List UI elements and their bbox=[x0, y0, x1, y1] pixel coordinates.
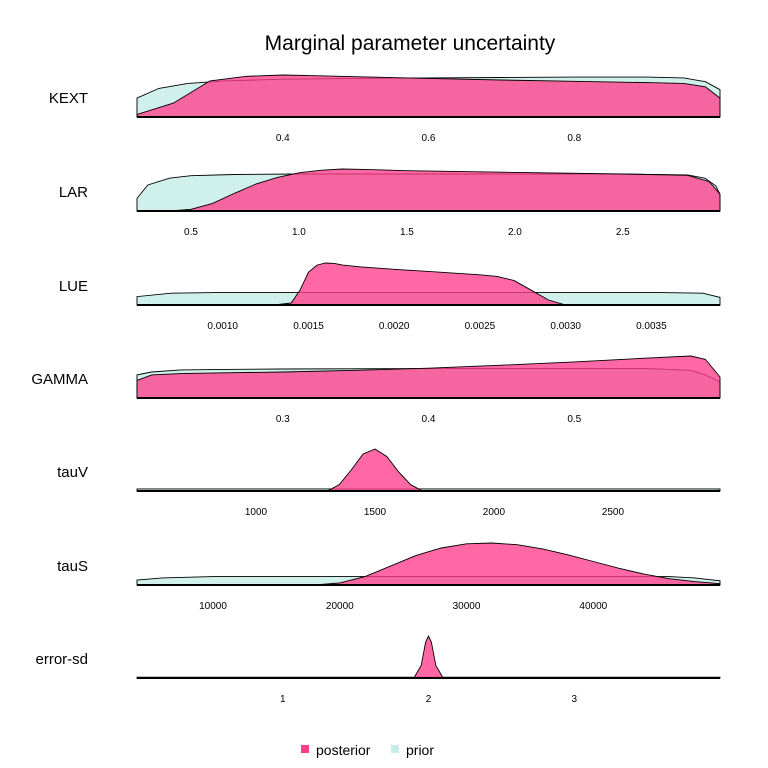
tick-label-lue: 0.0015 bbox=[293, 321, 324, 332]
tick-label-error-sd: 2 bbox=[426, 694, 432, 705]
legend-label-prior: prior bbox=[406, 742, 434, 758]
panel-tauv: 1000 1500 2000 2500 tauV bbox=[57, 448, 721, 518]
posterior-density-lar bbox=[137, 168, 721, 212]
posterior-density-taus bbox=[137, 542, 721, 586]
tick-label-tauv: 1000 bbox=[245, 507, 268, 518]
posterior-density-kext bbox=[136, 74, 721, 118]
tick-label-lue: 0.0030 bbox=[550, 321, 581, 332]
parameter-label-gamma: GAMMA bbox=[31, 371, 88, 388]
tick-label-lar: 1.0 bbox=[292, 227, 306, 238]
panel-gamma: 0.3 0.4 0.5 GAMMA bbox=[31, 355, 721, 425]
tick-label-tauv: 2500 bbox=[602, 507, 625, 518]
parameter-label-taus: tauS bbox=[57, 558, 88, 575]
parameter-label-lue: LUE bbox=[59, 278, 88, 295]
tick-label-taus: 40000 bbox=[579, 601, 607, 612]
tick-label-lar: 2.0 bbox=[508, 227, 522, 238]
tick-label-tauv: 2000 bbox=[483, 507, 506, 518]
legend-swatch-posterior bbox=[301, 745, 309, 753]
parameter-label-kext: KEXT bbox=[49, 90, 88, 107]
legend: posterior prior bbox=[301, 742, 434, 758]
parameter-label-tauv: tauV bbox=[57, 464, 88, 481]
tick-label-lue: 0.0010 bbox=[207, 321, 238, 332]
tick-label-gamma: 0.5 bbox=[567, 414, 581, 425]
tick-label-error-sd: 1 bbox=[280, 694, 286, 705]
legend-label-posterior: posterior bbox=[316, 742, 371, 758]
posterior-density-lue bbox=[137, 262, 720, 306]
tick-label-kext: 0.4 bbox=[276, 133, 290, 144]
tick-label-lue: 0.0025 bbox=[465, 321, 496, 332]
tick-label-lue: 0.0035 bbox=[636, 321, 667, 332]
tick-label-kext: 0.8 bbox=[567, 133, 581, 144]
tick-label-lar: 1.5 bbox=[400, 227, 414, 238]
tick-label-lue: 0.0020 bbox=[379, 321, 410, 332]
panel-error-sd: 1 2 3 error-sd bbox=[35, 634, 721, 705]
parameter-label-error-sd: error-sd bbox=[35, 651, 88, 668]
tick-label-error-sd: 3 bbox=[572, 694, 578, 705]
posterior-density-gamma bbox=[136, 355, 721, 399]
tick-label-taus: 10000 bbox=[199, 601, 227, 612]
parameter-label-lar: LAR bbox=[59, 184, 88, 201]
tick-label-taus: 30000 bbox=[453, 601, 481, 612]
tick-label-lar: 0.5 bbox=[184, 227, 198, 238]
chart-title: Marginal parameter uncertainty bbox=[265, 32, 556, 55]
panel-lue: 0.0010 0.0015 0.0020 0.0025 0.0030 0.0035 LUE bbox=[59, 262, 721, 332]
tick-label-taus: 20000 bbox=[326, 601, 354, 612]
panel-taus: 10000 20000 30000 40000 tauS bbox=[57, 542, 721, 612]
legend-swatch-prior bbox=[391, 745, 399, 753]
posterior-density-error-sd bbox=[137, 634, 720, 679]
panel-kext: 0.4 0.6 0.8 KEXT bbox=[49, 74, 721, 144]
tick-label-gamma: 0.3 bbox=[276, 414, 290, 425]
posterior-density-tauv bbox=[137, 448, 720, 492]
tick-label-gamma: 0.4 bbox=[422, 414, 436, 425]
tick-label-lar: 2.5 bbox=[616, 227, 630, 238]
panel-lar: 0.5 1.0 1.5 2.0 2.5 LAR bbox=[59, 168, 721, 238]
tick-label-tauv: 1500 bbox=[364, 507, 387, 518]
tick-label-kext: 0.6 bbox=[422, 133, 436, 144]
